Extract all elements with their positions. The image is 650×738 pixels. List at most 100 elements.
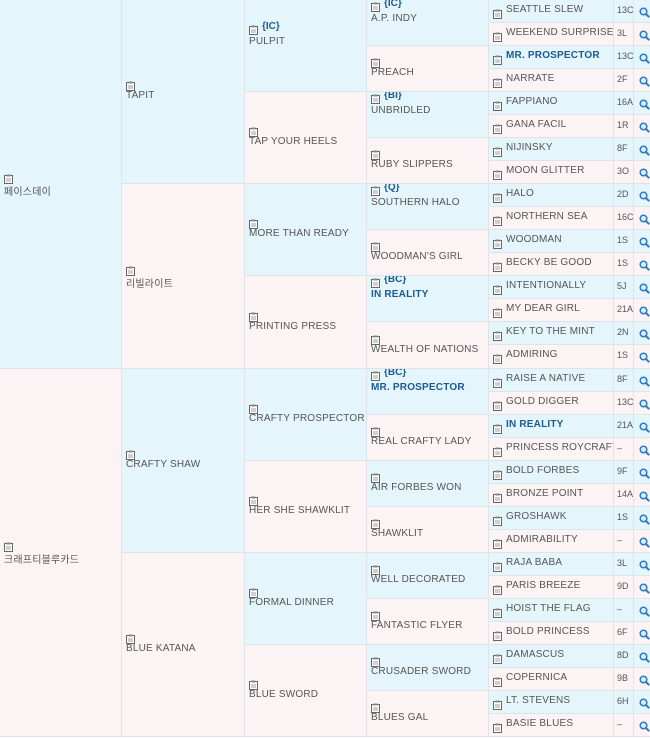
pedigree-cell-gen2[interactable]: 리빌라이트 — [122, 184, 245, 369]
horse-name[interactable]: FAPPIANO — [506, 96, 558, 107]
search-icon[interactable] — [633, 322, 650, 345]
search-icon[interactable] — [633, 69, 650, 92]
horse-name[interactable]: 리빌라이트 — [126, 279, 173, 290]
clipboard-icon[interactable] — [493, 190, 502, 203]
clipboard-icon[interactable] — [493, 398, 502, 411]
clipboard-icon[interactable] — [493, 305, 502, 318]
horse-name[interactable]: PULPIT — [249, 36, 286, 47]
pedigree-cell-gen1[interactable]: 크래프티블루카드 — [0, 369, 122, 737]
pedigree-cell-gen5[interactable]: MOON GLITTER — [489, 161, 613, 184]
clipboard-icon[interactable] — [371, 239, 380, 252]
horse-name[interactable]: LT. STEVENS — [506, 695, 571, 706]
clipboard-icon[interactable] — [493, 444, 502, 457]
pedigree-cell-gen5[interactable]: BRONZE POINT — [489, 484, 613, 507]
pedigree-cell-gen4[interactable]: WEALTH OF NATIONS — [367, 322, 489, 369]
horse-name[interactable]: GANA FACIL — [506, 119, 567, 130]
pedigree-cell-gen4[interactable]: WOODMAN'S GIRL — [367, 230, 489, 276]
pedigree-cell-gen4[interactable]: {BI} UNBRIDLED — [367, 92, 489, 138]
horse-name[interactable]: NARRATE — [506, 73, 555, 84]
search-icon[interactable] — [633, 115, 650, 138]
clipboard-icon[interactable] — [493, 697, 502, 710]
horse-name[interactable]: HER SHE SHAWKLIT — [249, 505, 351, 516]
pedigree-cell-gen5[interactable]: WOODMAN — [489, 230, 613, 253]
horse-name[interactable]: IN REALITY — [506, 419, 564, 430]
horse-name[interactable]: COPERNICA — [506, 672, 568, 683]
horse-name[interactable]: PARIS BREEZE — [506, 580, 581, 591]
pedigree-cell-gen3[interactable]: HER SHE SHAWKLIT — [245, 461, 367, 553]
pedigree-cell-gen5[interactable]: COPERNICA — [489, 668, 613, 691]
pedigree-cell-gen5[interactable]: RAJA BABA — [489, 553, 613, 576]
pedigree-cell-gen4[interactable]: {IC} A.P. INDY — [367, 0, 489, 46]
search-icon[interactable] — [633, 484, 650, 507]
clipboard-icon[interactable] — [493, 628, 502, 641]
pedigree-cell-gen4[interactable]: {BC} IN REALITY — [367, 276, 489, 322]
horse-name[interactable]: UNBRIDLED — [371, 105, 431, 116]
search-icon[interactable] — [633, 138, 650, 161]
search-icon[interactable] — [633, 576, 650, 599]
pedigree-cell-gen5[interactable]: IN REALITY — [489, 415, 613, 438]
horse-name[interactable]: A.P. INDY — [371, 13, 418, 24]
clipboard-icon[interactable] — [493, 213, 502, 226]
pedigree-cell-gen5[interactable]: GOLD DIGGER — [489, 392, 613, 415]
search-icon[interactable] — [633, 184, 650, 207]
search-icon[interactable] — [633, 553, 650, 576]
search-icon[interactable] — [633, 415, 650, 438]
horse-name[interactable]: CRAFTY PROSPECTOR — [249, 413, 365, 424]
pedigree-cell-gen5[interactable]: SEATTLE SLEW — [489, 0, 613, 23]
horse-name[interactable]: FANTASTIC FLYER — [371, 620, 463, 631]
horse-name[interactable]: NIJINSKY — [506, 142, 553, 153]
pedigree-cell-gen2[interactable]: BLUE KATANA — [122, 553, 245, 737]
clipboard-icon[interactable] — [493, 236, 502, 249]
horse-name[interactable]: BLUE SWORD — [249, 689, 319, 700]
pedigree-cell-gen3[interactable]: BLUE SWORD — [245, 645, 367, 737]
clipboard-icon[interactable] — [371, 424, 380, 437]
clipboard-icon[interactable] — [493, 536, 502, 549]
search-icon[interactable] — [633, 461, 650, 484]
pedigree-cell-gen4[interactable]: REAL CRAFTY LADY — [367, 415, 489, 461]
horse-name[interactable]: BASIE BLUES — [506, 718, 574, 729]
clipboard-icon[interactable] — [493, 29, 502, 42]
clipboard-icon[interactable] — [371, 562, 380, 575]
horse-name[interactable]: NORTHERN SEA — [506, 211, 588, 222]
clipboard-icon[interactable] — [493, 144, 502, 157]
horse-name[interactable]: 크래프티블루카드 — [4, 555, 80, 566]
horse-name[interactable]: SOUTHERN HALO — [371, 197, 460, 208]
pedigree-cell-gen5[interactable]: RAISE A NATIVE — [489, 369, 613, 392]
clipboard-icon[interactable] — [249, 677, 258, 690]
clipboard-icon[interactable] — [126, 263, 135, 276]
horse-name[interactable]: KEY TO THE MINT — [506, 326, 595, 337]
search-icon[interactable] — [633, 645, 650, 668]
clipboard-icon[interactable] — [249, 22, 258, 35]
pedigree-cell-gen5[interactable]: GANA FACIL — [489, 115, 613, 138]
pedigree-cell-gen3[interactable]: PRINTING PRESS — [245, 276, 367, 369]
horse-name[interactable]: HALO — [506, 188, 535, 199]
pedigree-cell-gen5[interactable]: LT. STEVENS — [489, 691, 613, 714]
pedigree-cell-gen1[interactable]: 페이스데이 — [0, 0, 122, 369]
pedigree-cell-gen5[interactable]: BASIE BLUES — [489, 714, 613, 737]
clipboard-icon[interactable] — [493, 375, 502, 388]
pedigree-cell-gen3[interactable]: MORE THAN READY — [245, 184, 367, 276]
clipboard-icon[interactable] — [249, 493, 258, 506]
clipboard-icon[interactable] — [249, 401, 258, 414]
pedigree-cell-gen4[interactable]: AIR FORBES WON — [367, 461, 489, 507]
horse-name[interactable]: DAMASCUS — [506, 649, 565, 660]
search-icon[interactable] — [633, 668, 650, 691]
search-icon[interactable] — [633, 230, 650, 253]
search-icon[interactable] — [633, 299, 650, 322]
search-icon[interactable] — [633, 23, 650, 46]
horse-name[interactable]: MR. PROSPECTOR — [506, 50, 600, 61]
horse-name[interactable]: BOLD PRINCESS — [506, 626, 590, 637]
search-icon[interactable] — [633, 0, 650, 23]
search-icon[interactable] — [633, 438, 650, 461]
clipboard-icon[interactable] — [371, 369, 380, 381]
pedigree-cell-gen3[interactable]: {IC} PULPIT — [245, 0, 367, 92]
pedigree-cell-gen5[interactable]: GROSHAWK — [489, 507, 613, 530]
horse-name[interactable]: RAJA BABA — [506, 557, 563, 568]
pedigree-cell-gen5[interactable]: ADMIRABILITY — [489, 530, 613, 553]
search-icon[interactable] — [633, 253, 650, 276]
clipboard-icon[interactable] — [493, 605, 502, 618]
search-icon[interactable] — [633, 530, 650, 553]
search-icon[interactable] — [633, 92, 650, 115]
pedigree-cell-gen5[interactable]: MY DEAR GIRL — [489, 299, 613, 322]
pedigree-cell-gen4[interactable]: BLUES GAL — [367, 691, 489, 737]
